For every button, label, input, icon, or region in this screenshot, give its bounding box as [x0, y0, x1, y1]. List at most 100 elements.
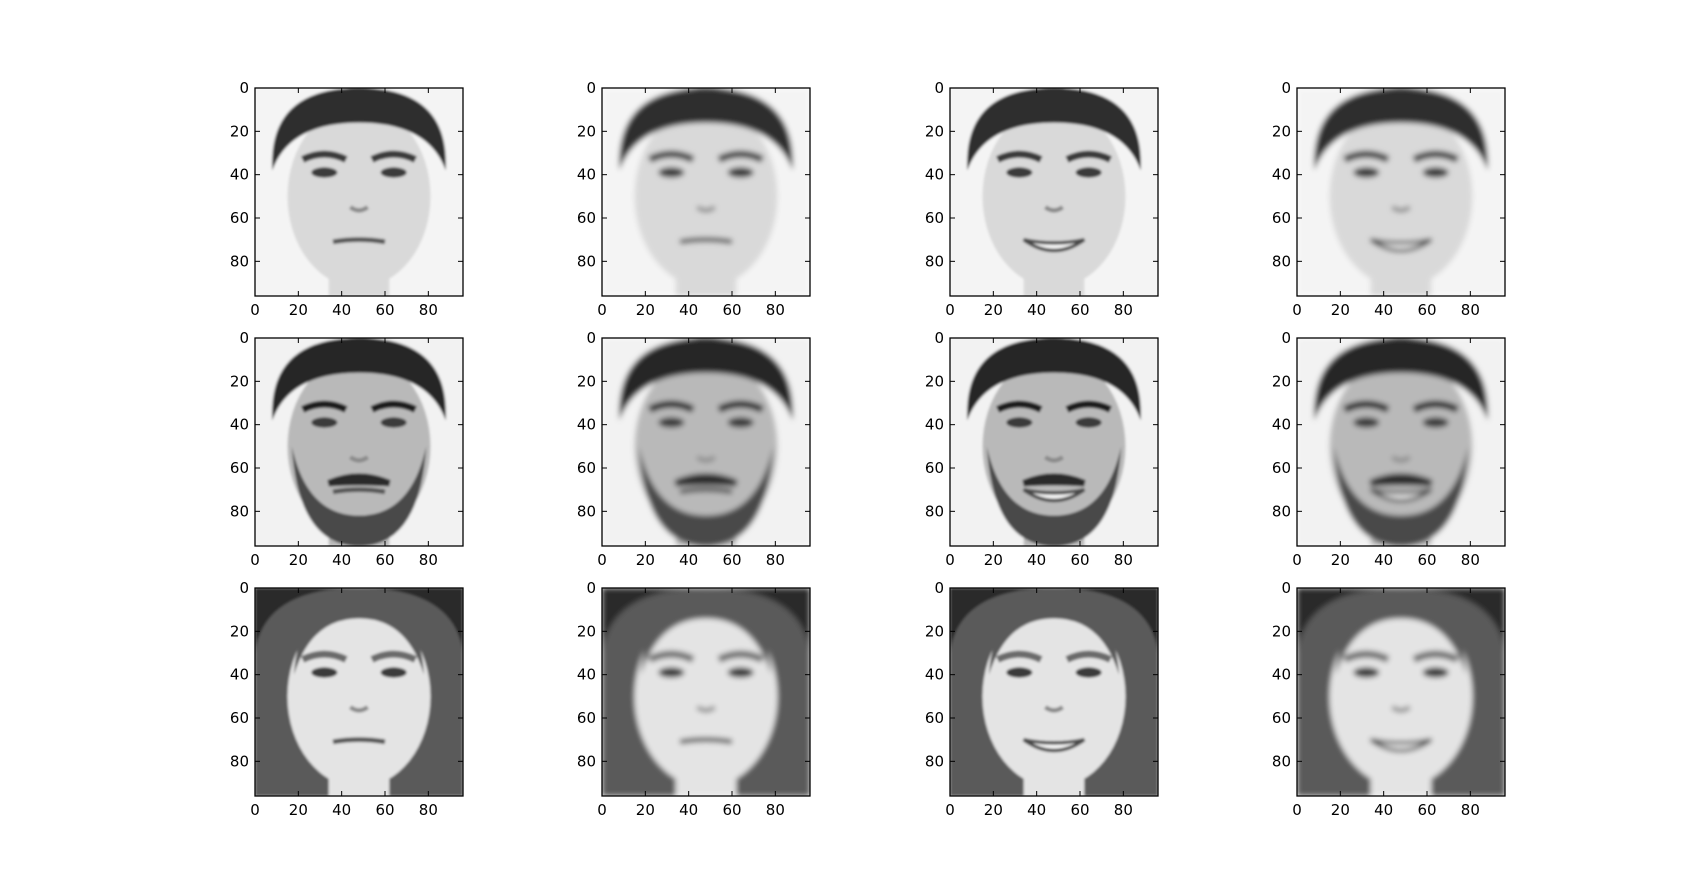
axes-frame: [1296, 337, 1506, 547]
x-tick-label: 0: [1292, 301, 1302, 319]
x-tick-label: 20: [984, 301, 1003, 319]
x-tick-label: 80: [419, 301, 438, 319]
x-tick-label: 60: [375, 551, 394, 569]
face-image: [602, 88, 810, 296]
x-tick-label: 40: [679, 551, 698, 569]
y-tick-label: 20: [577, 372, 596, 390]
x-tick-label: 40: [332, 301, 351, 319]
axes-frame: [254, 87, 464, 297]
x-tick-label: 80: [766, 301, 785, 319]
y-tick-label: 0: [1281, 579, 1291, 597]
subplot-r0-c3: 0 0 20 20 40 40 60 60 80 80: [1272, 79, 1506, 319]
subplot-r0-c0: 0 0 20 20 40 40 60 60 80 80: [230, 79, 464, 319]
y-tick-label: 60: [1272, 709, 1291, 727]
x-tick-label: 20: [636, 551, 655, 569]
x-tick-label: 0: [597, 301, 607, 319]
x-tick-label: 40: [1027, 801, 1046, 819]
subplot-r2-c0: 0 0 20 20 40 40 60 60 80 80: [230, 579, 464, 819]
y-tick-label: 40: [925, 416, 944, 434]
y-tick-label: 40: [1272, 666, 1291, 684]
x-tick-label: 0: [945, 551, 955, 569]
x-tick-label: 40: [1374, 301, 1393, 319]
x-tick-label: 40: [1027, 551, 1046, 569]
x-tick-label: 60: [1070, 551, 1089, 569]
axes-frame: [949, 337, 1159, 547]
x-tick-label: 0: [945, 301, 955, 319]
x-tick-label: 0: [1292, 801, 1302, 819]
x-tick-label: 60: [722, 551, 741, 569]
x-tick-label: 60: [1417, 801, 1436, 819]
face-image: [602, 338, 810, 546]
image-area: [1297, 588, 1505, 796]
x-tick-label: 60: [375, 801, 394, 819]
y-tick-label: 60: [577, 209, 596, 227]
y-tick-label: 40: [577, 416, 596, 434]
x-tick-label: 0: [250, 551, 260, 569]
y-tick-label: 40: [925, 166, 944, 184]
image-area: [255, 338, 463, 546]
y-tick-label: 80: [577, 502, 596, 520]
x-tick-label: 40: [332, 551, 351, 569]
x-tick-label: 0: [597, 801, 607, 819]
x-tick-label: 60: [1070, 301, 1089, 319]
x-tick-label: 40: [679, 801, 698, 819]
y-tick-label: 0: [239, 329, 249, 347]
subplot-r0-c2: 0 0 20 20 40 40 60 60 80 80: [925, 79, 1159, 319]
y-tick-label: 40: [577, 166, 596, 184]
x-tick-label: 60: [722, 801, 741, 819]
y-tick-label: 0: [586, 79, 596, 97]
x-tick-label: 40: [1374, 551, 1393, 569]
image-area: [602, 588, 810, 796]
y-tick-label: 80: [1272, 252, 1291, 270]
y-tick-label: 20: [230, 372, 249, 390]
y-tick-label: 0: [239, 579, 249, 597]
y-tick-label: 40: [1272, 416, 1291, 434]
face-image: [950, 88, 1158, 296]
y-tick-label: 20: [577, 122, 596, 140]
axes-frame: [601, 87, 811, 297]
y-tick-label: 80: [230, 252, 249, 270]
x-tick-label: 80: [1114, 301, 1133, 319]
face-image: [602, 588, 810, 796]
y-tick-label: 0: [586, 329, 596, 347]
image-area: [1297, 338, 1505, 546]
axes-frame: [1296, 87, 1506, 297]
y-tick-label: 40: [925, 666, 944, 684]
y-tick-label: 20: [230, 622, 249, 640]
x-tick-label: 80: [1114, 551, 1133, 569]
axes-frame: [254, 587, 464, 797]
face-image: [255, 338, 463, 546]
x-tick-label: 80: [419, 801, 438, 819]
y-tick-label: 0: [1281, 329, 1291, 347]
x-tick-label: 40: [332, 801, 351, 819]
y-tick-label: 60: [230, 209, 249, 227]
axes-frame: [1296, 587, 1506, 797]
face-image: [950, 588, 1158, 796]
subplot-r2-c2: 0 0 20 20 40 40 60 60 80 80: [925, 579, 1159, 819]
y-tick-label: 20: [925, 122, 944, 140]
y-tick-label: 20: [577, 622, 596, 640]
y-tick-label: 40: [230, 666, 249, 684]
y-tick-label: 60: [1272, 209, 1291, 227]
y-tick-label: 20: [1272, 372, 1291, 390]
y-tick-label: 80: [925, 502, 944, 520]
y-tick-label: 0: [586, 579, 596, 597]
x-tick-label: 20: [1331, 301, 1350, 319]
axes-frame: [254, 337, 464, 547]
y-tick-label: 60: [577, 709, 596, 727]
x-tick-label: 60: [1417, 551, 1436, 569]
y-tick-label: 60: [1272, 459, 1291, 477]
image-area: [950, 338, 1158, 546]
y-tick-label: 80: [925, 752, 944, 770]
x-tick-label: 20: [289, 301, 308, 319]
x-tick-label: 80: [1461, 551, 1480, 569]
axes-frame: [601, 587, 811, 797]
x-tick-label: 80: [419, 551, 438, 569]
x-tick-label: 20: [984, 801, 1003, 819]
face-image: [1297, 588, 1505, 796]
image-area: [950, 588, 1158, 796]
subplot-grid: 0020204040606080800020204040606080800020…: [230, 79, 1506, 819]
axes-frame: [949, 587, 1159, 797]
y-tick-label: 20: [1272, 622, 1291, 640]
